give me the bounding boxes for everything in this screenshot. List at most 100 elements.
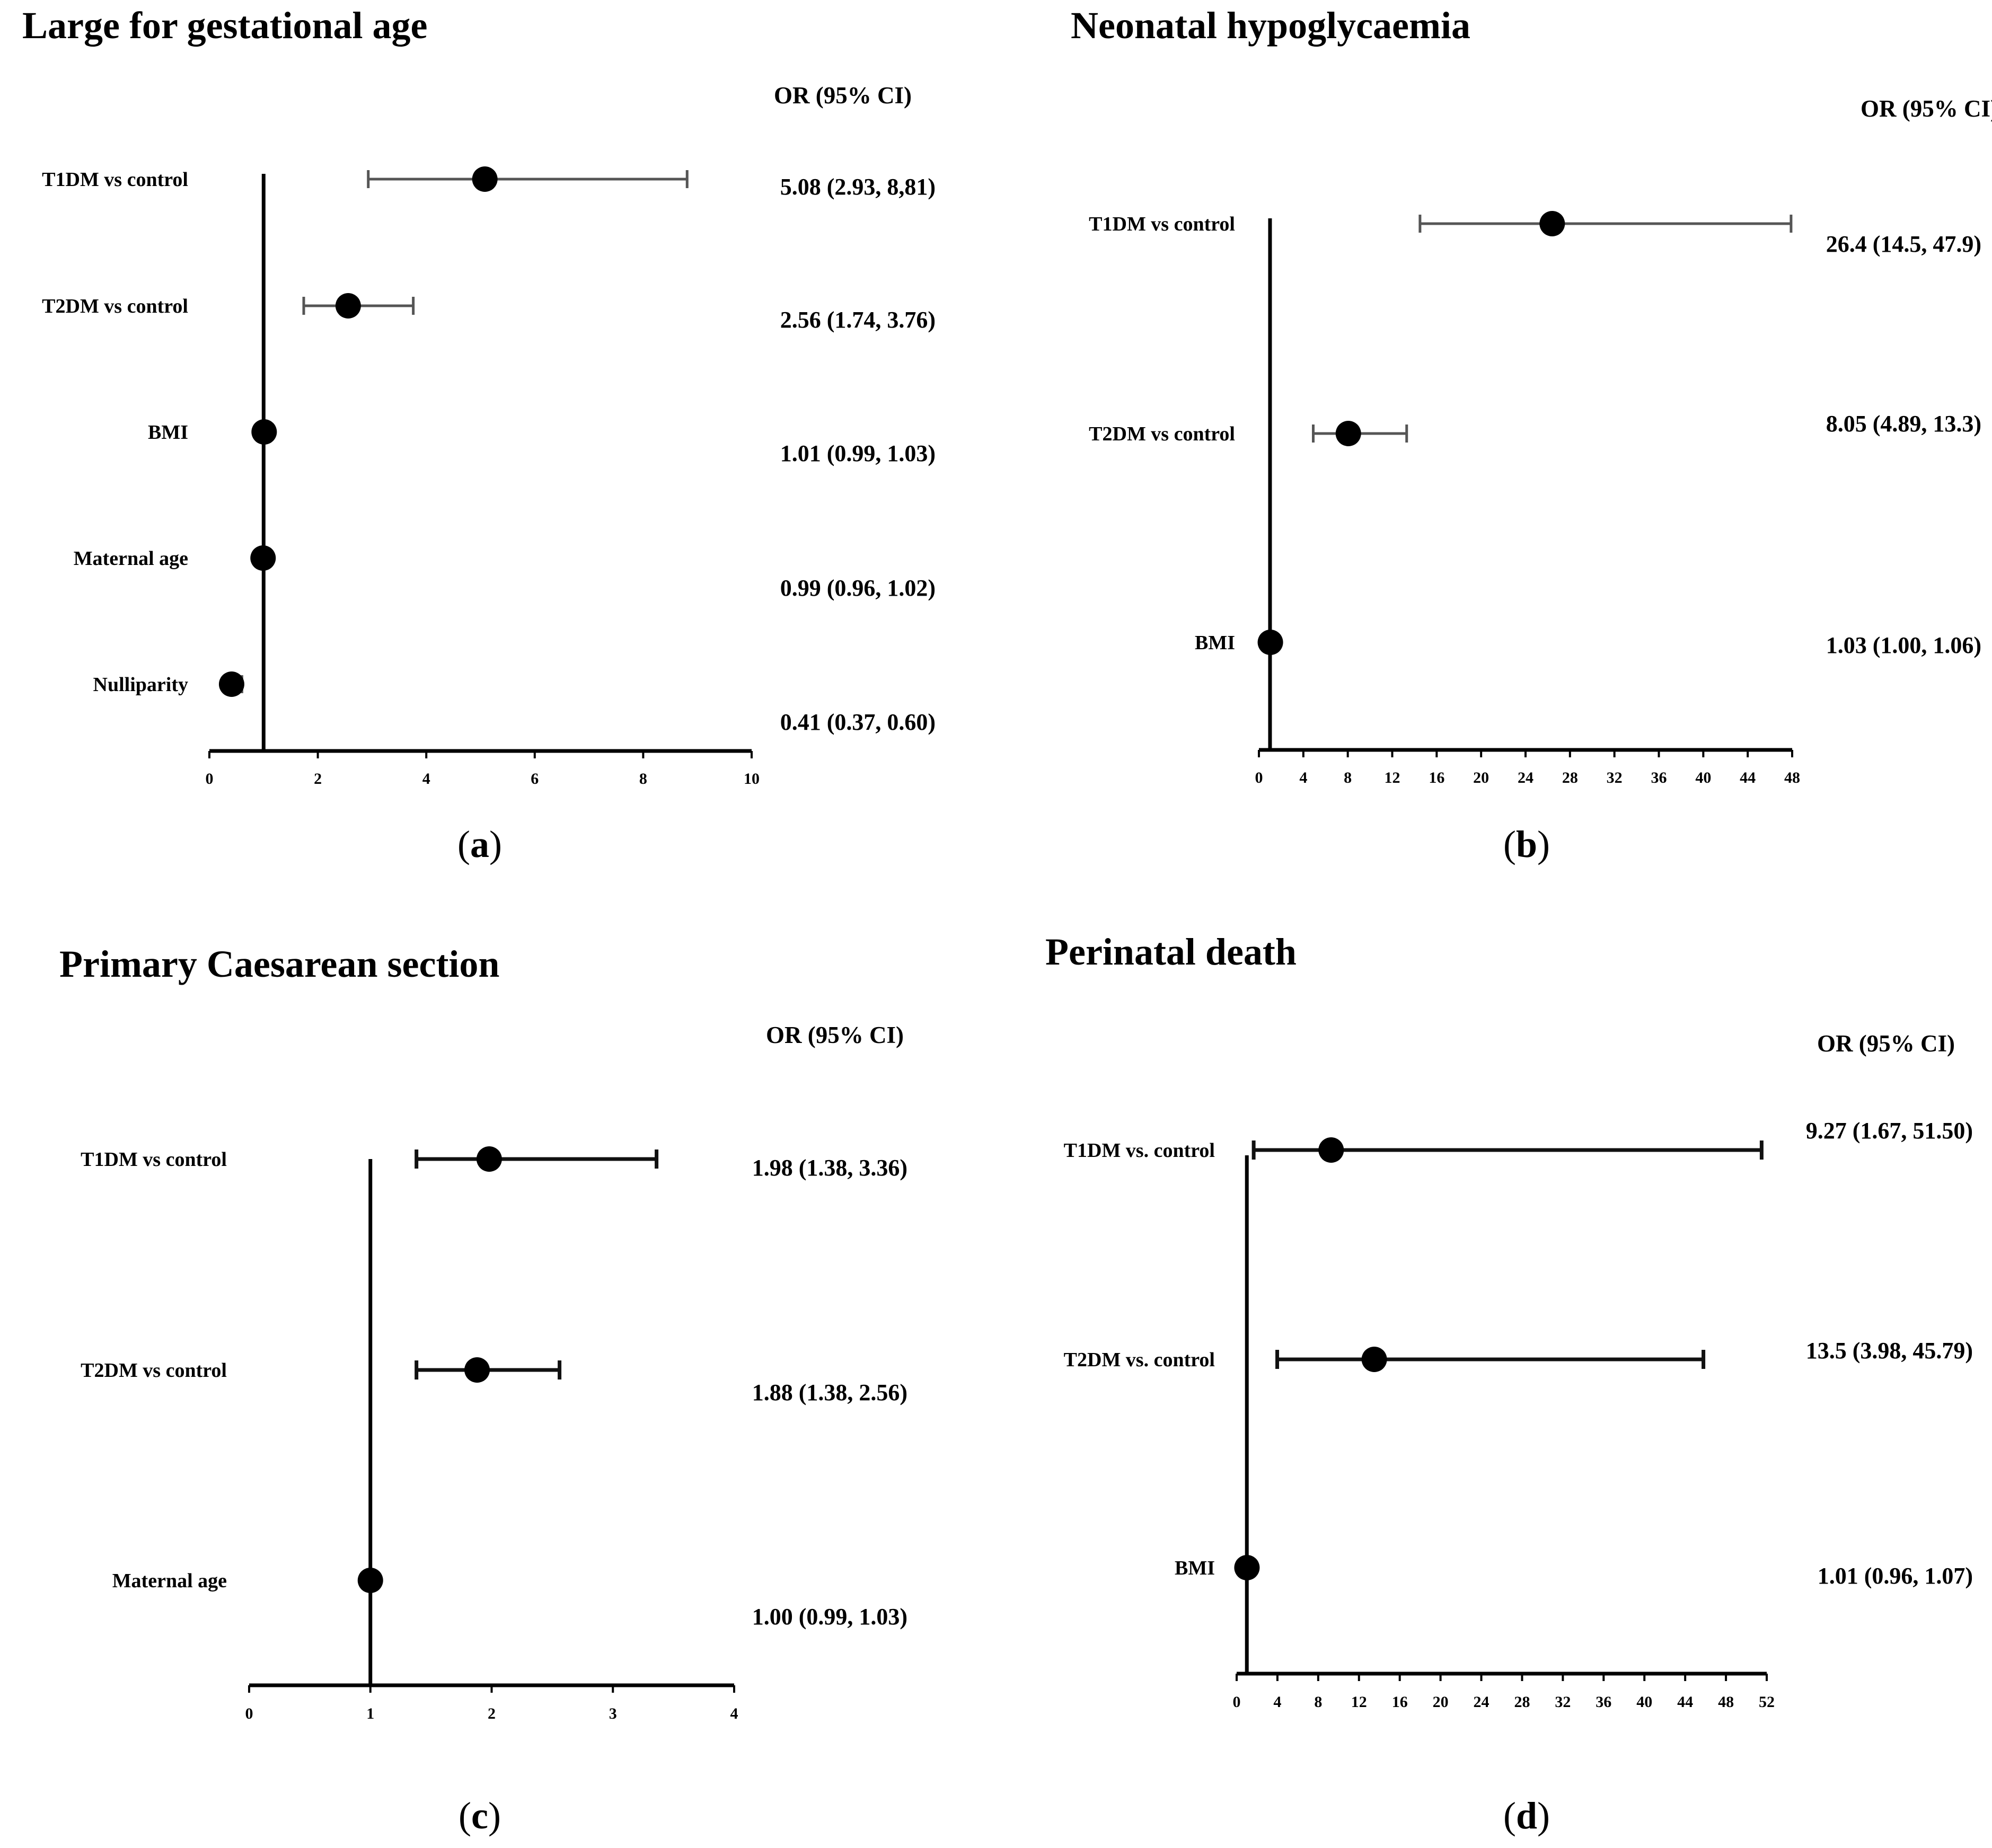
x-tick-label: 44	[1740, 769, 1756, 786]
x-tick-label: 10	[744, 770, 760, 788]
or-ci-value: 1.03 (1.00, 1.06)	[1826, 632, 1981, 658]
panel-caption: (a)	[457, 823, 502, 865]
x-tick-label: 24	[1518, 769, 1533, 786]
caption-letter: c	[471, 1794, 488, 1837]
x-tick-label: 48	[1784, 769, 1800, 786]
x-tick-label: 24	[1474, 1693, 1489, 1711]
caption-letter: a	[470, 823, 489, 865]
caption-close-paren: )	[489, 823, 502, 865]
x-tick-label: 8	[639, 770, 647, 788]
caption-letter: b	[1516, 823, 1537, 865]
x-tick-label: 6	[531, 770, 539, 788]
or-ci-value: 1.00 (0.99, 1.03)	[752, 1604, 907, 1630]
row-label: BMI	[1175, 1557, 1215, 1579]
row-label: Maternal age	[74, 547, 188, 570]
caption-open-paren: (	[457, 823, 470, 865]
row-label: T1DM vs. control	[1064, 1139, 1215, 1162]
or-ci-header: OR (95% CI)	[1817, 1030, 1955, 1057]
forest-panel-b: Neonatal hypoglycaemia OR (95% CI) 0 4 8 12 16…	[1071, 4, 1992, 865]
x-tick-label: 0	[1233, 1693, 1241, 1711]
x-tick-label: 12	[1351, 1693, 1367, 1711]
odds-ratio-point	[218, 671, 244, 697]
x-tick-label: 4	[422, 770, 430, 788]
or-ci-value: 5.08 (2.93, 8,81)	[780, 174, 936, 200]
x-tick-label: 16	[1429, 769, 1444, 786]
or-ci-header: OR (95% CI)	[766, 1022, 904, 1048]
x-tick-label: 20	[1473, 769, 1489, 786]
forest-panel-a: Large for gestational age OR (95% CI) 0 2 4 6…	[22, 4, 936, 865]
or-ci-value: 9.27 (1.67, 51.50)	[1806, 1118, 1973, 1144]
or-ci-value: 1.01 (0.96, 1.07)	[1818, 1563, 1973, 1589]
caption-open-paren: (	[459, 1794, 471, 1837]
odds-ratio-point	[1234, 1555, 1260, 1580]
panel-caption: (b)	[1503, 823, 1550, 865]
x-tick-label: 2	[314, 770, 322, 788]
panel-title: Perinatal death	[1045, 931, 1297, 973]
row-label: T1DM vs control	[81, 1148, 227, 1171]
odds-ratio-point	[476, 1146, 502, 1172]
caption-open-paren: (	[1503, 1794, 1516, 1837]
x-tick-label: 44	[1677, 1693, 1693, 1711]
row-label: T2DM vs. control	[1064, 1349, 1215, 1371]
panel-title: Neonatal hypoglycaemia	[1071, 4, 1470, 47]
row-label: T1DM vs control	[1089, 213, 1235, 235]
x-tick-label: 4	[730, 1705, 738, 1722]
odds-ratio-point	[251, 419, 277, 445]
x-tick-label: 36	[1651, 769, 1667, 786]
x-tick-label: 3	[609, 1705, 617, 1722]
x-tick-label: 36	[1596, 1693, 1611, 1711]
x-tick-label: 0	[1255, 769, 1263, 786]
panel-title: Large for gestational age	[22, 4, 428, 47]
or-ci-value: 1.98 (1.38, 3.36)	[752, 1155, 907, 1181]
forest-panel-c: Primary Caesarean section OR (95% CI) 0 1 2 3…	[59, 943, 907, 1837]
or-ci-value: 13.5 (3.98, 45.79)	[1806, 1338, 1973, 1364]
x-tick-label: 4	[1273, 1693, 1281, 1711]
odds-ratio-point	[1318, 1137, 1344, 1163]
or-ci-value: 1.01 (0.99, 1.03)	[780, 440, 936, 466]
odds-ratio-point	[357, 1568, 383, 1593]
x-tick-label: 1	[366, 1705, 374, 1722]
odds-ratio-point	[335, 293, 361, 319]
or-ci-value: 0.41 (0.37, 0.60)	[780, 709, 936, 735]
odds-ratio-point	[250, 545, 276, 571]
or-ci-header: OR (95% CI)	[1861, 95, 1992, 122]
odds-ratio-point	[1539, 211, 1565, 236]
x-tick-label: 32	[1555, 1693, 1571, 1711]
row-label: T2DM vs control	[1089, 423, 1235, 445]
or-ci-value: 8.05 (4.89, 13.3)	[1826, 411, 1981, 437]
x-tick-label: 40	[1636, 1693, 1652, 1711]
or-ci-header: OR (95% CI)	[774, 82, 912, 109]
x-tick-label: 40	[1695, 769, 1711, 786]
caption-open-paren: (	[1503, 823, 1516, 865]
caption-close-paren: )	[488, 1794, 501, 1837]
caption-close-paren: )	[1537, 823, 1550, 865]
odds-ratio-point	[472, 166, 498, 192]
or-ci-value: 1.88 (1.38, 2.56)	[752, 1380, 907, 1405]
panel-title: Primary Caesarean section	[59, 943, 499, 985]
panel-caption: (c)	[459, 1794, 501, 1837]
x-tick-label: 16	[1392, 1693, 1408, 1711]
x-tick-label: 32	[1607, 769, 1623, 786]
caption-letter: d	[1516, 1794, 1537, 1837]
x-tick-label: 48	[1718, 1693, 1734, 1711]
x-tick-label: 28	[1514, 1693, 1530, 1711]
odds-ratio-point	[1257, 630, 1283, 655]
x-tick-label: 20	[1433, 1693, 1449, 1711]
row-label: T2DM vs control	[42, 295, 188, 317]
or-ci-value: 2.56 (1.74, 3.76)	[780, 307, 936, 333]
odds-ratio-point	[1335, 421, 1361, 446]
x-tick-label: 12	[1385, 769, 1400, 786]
x-tick-label: 8	[1314, 1693, 1322, 1711]
or-ci-value: 0.99 (0.96, 1.02)	[780, 575, 936, 601]
caption-close-paren: )	[1537, 1794, 1550, 1837]
row-label: Maternal age	[112, 1570, 227, 1592]
x-tick-label: 0	[245, 1705, 253, 1722]
x-tick-label: 28	[1562, 769, 1578, 786]
or-ci-value: 26.4 (14.5, 47.9)	[1826, 231, 1981, 257]
x-tick-label: 4	[1299, 769, 1307, 786]
row-label: Nulliparity	[93, 674, 188, 696]
row-label: BMI	[1195, 632, 1235, 654]
row-label: BMI	[148, 421, 188, 444]
